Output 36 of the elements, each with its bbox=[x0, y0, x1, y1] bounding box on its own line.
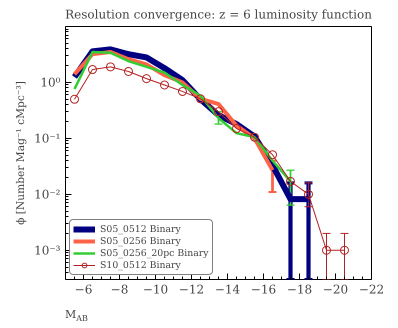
point bbox=[142, 74, 151, 84]
point bbox=[304, 190, 313, 199]
y-tick-label: 10⁻² bbox=[34, 187, 61, 202]
y-tick-label: 10⁻¹ bbox=[34, 131, 61, 146]
point bbox=[340, 246, 349, 255]
x-tick-label: −8 bbox=[110, 282, 128, 296]
point bbox=[70, 94, 79, 104]
point bbox=[160, 80, 169, 90]
y-tick-label: 10⁻³ bbox=[34, 243, 61, 258]
x-tick-label: −6 bbox=[74, 282, 92, 296]
chart-title: Resolution convergence: z = 6 luminosity function bbox=[65, 8, 372, 22]
x-tick-label: −10 bbox=[142, 282, 168, 296]
x-tick-label: −12 bbox=[178, 282, 204, 296]
x-tick-label: −16 bbox=[250, 282, 276, 296]
legend-label: S05_0256_20pc Binary bbox=[100, 247, 208, 259]
point bbox=[250, 132, 259, 142]
point bbox=[214, 107, 223, 116]
point bbox=[322, 246, 331, 255]
point bbox=[124, 66, 133, 76]
legend-label: S05_0256 Binary bbox=[100, 235, 181, 247]
y-axis-title: ϕ [Number Mag⁻¹ cMpc⁻³] bbox=[14, 81, 28, 225]
y-tick-label: 10⁰ bbox=[40, 75, 61, 90]
point bbox=[106, 62, 115, 72]
point bbox=[286, 176, 295, 186]
x-tick-label: −18 bbox=[286, 282, 312, 296]
point bbox=[178, 86, 187, 96]
legend-label: S10_0512 Binary bbox=[100, 259, 181, 271]
xlabel: M$_{AB}$ bbox=[65, 307, 88, 325]
x-tick-label: −20 bbox=[322, 282, 348, 296]
point bbox=[268, 150, 277, 160]
x-tick-label: −14 bbox=[214, 282, 241, 296]
point bbox=[88, 65, 97, 74]
legend-label: S05_0512 Binary bbox=[100, 223, 181, 235]
point bbox=[196, 94, 205, 104]
point bbox=[232, 124, 241, 134]
x-tick-label: −22 bbox=[358, 282, 384, 296]
